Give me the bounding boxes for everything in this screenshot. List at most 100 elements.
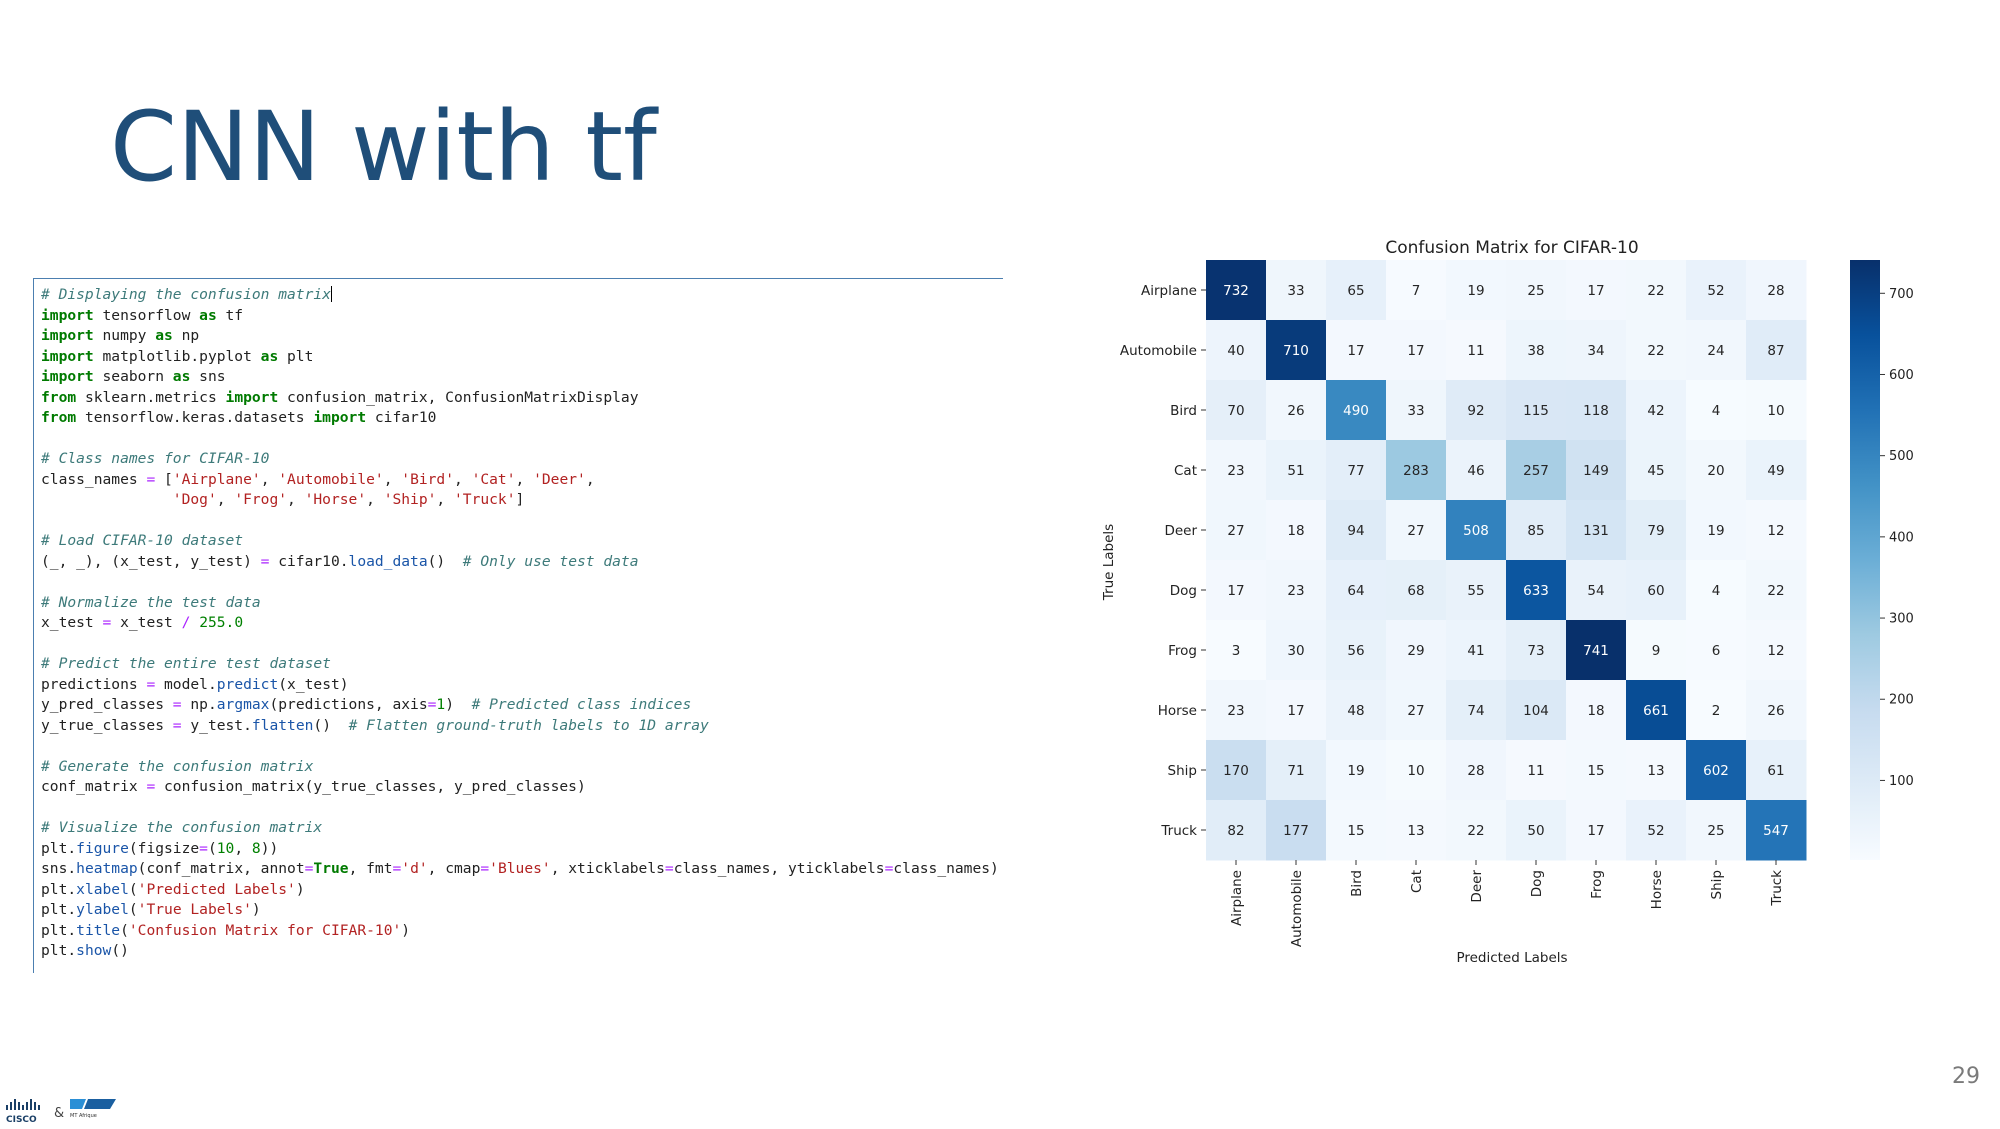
cell-value-label: 33 [1287,283,1304,299]
heatmap-cell [1566,380,1627,441]
code-token: plt. [41,880,77,898]
y-tick-label: Frog [1168,643,1197,659]
cell-value-label: 2 [1712,703,1721,719]
heatmap-cell [1506,320,1567,381]
heatmap-cell [1686,560,1747,621]
code-token: True [313,860,349,877]
cell-value-label: 24 [1707,343,1724,359]
heatmap-cell [1386,380,1447,441]
heatmap-cell [1746,620,1807,681]
heatmap-cell [1206,440,1267,501]
code-token: class_names) [893,860,999,877]
cell-value-label: 68 [1407,583,1424,599]
cell-value-label: 12 [1767,523,1784,539]
code-token: , [383,470,402,488]
code-token: / [181,614,191,631]
code-line: (_, _), (x_test, y_test) = cifar10.load_… [41,552,999,573]
cell-value-label: 46 [1467,463,1484,479]
code-line: import matplotlib.pyplot as plt [41,347,999,368]
code-token: = [260,552,270,570]
heatmap-cell [1266,740,1327,801]
code-line: plt.figure(figsize=(10, 8)) [41,839,999,860]
code-token: plt [278,347,314,365]
code-line: conf_matrix = confusion_matrix(y_true_cl… [41,777,999,798]
code-line: ​ [41,798,999,819]
code-token: class_names [41,470,147,488]
heatmap-cell [1326,740,1387,801]
code-token: plt. [41,839,77,857]
cell-value-label: 77 [1347,463,1364,479]
code-line: import tensorflow as tf [41,306,999,327]
slide-title: CNN with tf [110,91,657,203]
cell-value-label: 73 [1527,643,1544,659]
heatmap-cell [1266,680,1327,741]
heatmap-cell [1386,260,1447,321]
code-token: seaborn [93,368,173,385]
cell-value-label: 56 [1347,643,1364,659]
cell-value-label: 18 [1587,703,1604,719]
cell-value-label: 54 [1587,583,1604,599]
cell-value-label: 74 [1467,703,1484,719]
code-token: flatten [251,716,314,734]
code-line: ​ [41,429,999,450]
cell-value-label: 633 [1523,583,1549,599]
heatmap-cell [1626,380,1687,441]
code-token: import [41,368,94,385]
code-token: = [102,614,112,631]
cell-value-label: 22 [1647,283,1664,299]
cell-value-label: 92 [1467,403,1484,419]
code-token: 'Frog' [234,491,288,508]
code-token: # Displaying the confusion matrix [41,286,331,303]
code-line: plt.xlabel('Predicted Labels') [41,880,999,901]
x-tick-label: Frog [1589,870,1605,899]
code-token: = [172,696,182,713]
code-cell[interactable]: # Displaying the confusion matrix import … [33,278,1003,973]
code-token: , [585,470,595,488]
cell-value-label: 87 [1767,343,1784,359]
cell-value-label: 104 [1523,703,1549,719]
code-token: show [76,942,112,959]
code-token: as [260,347,279,365]
heatmap-cell [1566,500,1627,561]
heatmap-cell [1686,380,1747,441]
code-line: # Displaying the confusion matrix [41,285,999,306]
code-token: = [146,778,156,795]
heatmap-cell [1446,320,1507,381]
y-tick-label: Cat [1174,463,1197,479]
cell-value-label: 60 [1647,583,1664,599]
footer-ampersand: & [54,1106,64,1121]
mt-afrique-logo-icon: MT Afrique [70,1099,116,1119]
x-tick-label: Automobile [1289,870,1305,947]
y-tick-label: Deer [1164,523,1197,539]
heatmap-cell [1686,320,1747,381]
cell-value-label: 118 [1583,403,1609,419]
heatmap-cell [1446,740,1507,801]
heatmap-cell [1746,740,1807,801]
heatmap-cell [1446,800,1507,861]
heatmap-cell [1566,260,1627,321]
x-tick-label: Airplane [1229,870,1245,926]
x-tick-label: Bird [1349,870,1365,897]
heatmap-cell [1446,560,1507,621]
code-token: 'Truck' [454,491,516,508]
colorbar-tick-label: 400 [1889,530,1914,545]
code-token: y_pred_classes [41,696,173,713]
code-token: , [287,491,305,508]
code-token: plt. [41,942,77,959]
code-token: # Flatten ground-truth labels to 1D arra… [348,716,709,734]
code-token: = [480,860,490,877]
cell-value-label: 23 [1287,583,1304,599]
code-token: figure [76,839,129,857]
code-token: import [41,327,94,344]
heatmap-cell [1626,680,1687,741]
cell-value-label: 27 [1227,523,1244,539]
y-axis-label: True Labels [1101,524,1117,601]
code-editor[interactable]: # Displaying the confusion matrix import … [41,285,999,962]
code-token: 'd' [401,860,428,877]
code-line: ​ [41,736,999,757]
code-line: sns.heatmap(conf_matrix, annot=True, fmt… [41,859,999,880]
code-token: ( [207,839,217,857]
cell-value-label: 79 [1647,523,1664,539]
code-token: , [366,491,384,508]
code-line: import seaborn as sns [41,367,999,388]
